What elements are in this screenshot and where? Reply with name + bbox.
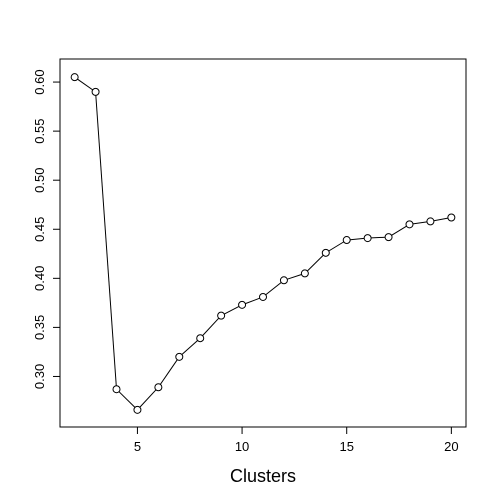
data-point (154, 383, 163, 392)
series-line-segment (306, 254, 324, 272)
x-tick-label: 15 (339, 439, 353, 454)
data-point (426, 217, 435, 226)
series-line-segment (391, 225, 407, 236)
series-line-segment (202, 317, 220, 336)
data-point (384, 233, 393, 242)
plot-frame (59, 58, 467, 428)
data-point (217, 311, 226, 320)
series-line-segment (412, 221, 428, 225)
y-tick-label: 0.50 (32, 168, 47, 193)
data-point (238, 300, 247, 309)
data-point (363, 234, 372, 243)
series-line-segment (159, 359, 178, 385)
data-point (259, 292, 267, 301)
x-axis: 5 10 15 20 (134, 426, 459, 454)
series-line-segment (287, 274, 302, 280)
x-tick-label: 5 (134, 439, 141, 454)
series-line-segment (433, 217, 449, 222)
series-line-segment (224, 305, 240, 315)
data-point (91, 87, 100, 96)
y-tick-label: 0.45 (32, 217, 47, 242)
data-point (279, 276, 288, 285)
series-line-segment (371, 236, 386, 239)
series-line-segment (328, 241, 344, 252)
y-tick-label: 0.35 (32, 315, 47, 340)
data-point (405, 220, 414, 229)
data-point (70, 73, 79, 82)
series-line-segment (118, 391, 136, 408)
series-lines (77, 78, 449, 408)
y-tick-label: 0.40 (32, 266, 47, 291)
series-line-segment (350, 237, 365, 241)
series-line-segment (95, 95, 117, 386)
series-line-segment (77, 78, 94, 91)
series-line-segment (139, 389, 157, 408)
x-axis-label: Clusters (230, 466, 296, 486)
x-tick-label: 10 (235, 439, 249, 454)
data-point (196, 334, 205, 343)
y-axis: 0.30 0.35 0.40 0.45 0.50 0.55 0.60 (32, 69, 61, 389)
series-line-segment (265, 282, 282, 296)
x-tick-label: 20 (444, 439, 458, 454)
series-line-segment (181, 340, 198, 355)
y-tick-label: 0.55 (32, 118, 47, 143)
series-points (70, 73, 456, 414)
data-point (447, 213, 456, 222)
data-point (300, 269, 309, 278)
y-tick-label: 0.60 (32, 69, 47, 94)
data-point (321, 248, 330, 257)
y-tick-label: 0.30 (32, 364, 47, 389)
data-point (112, 385, 121, 394)
series-line-segment (245, 297, 260, 305)
data-point (175, 352, 184, 361)
data-point (133, 405, 142, 414)
data-point (342, 236, 351, 245)
